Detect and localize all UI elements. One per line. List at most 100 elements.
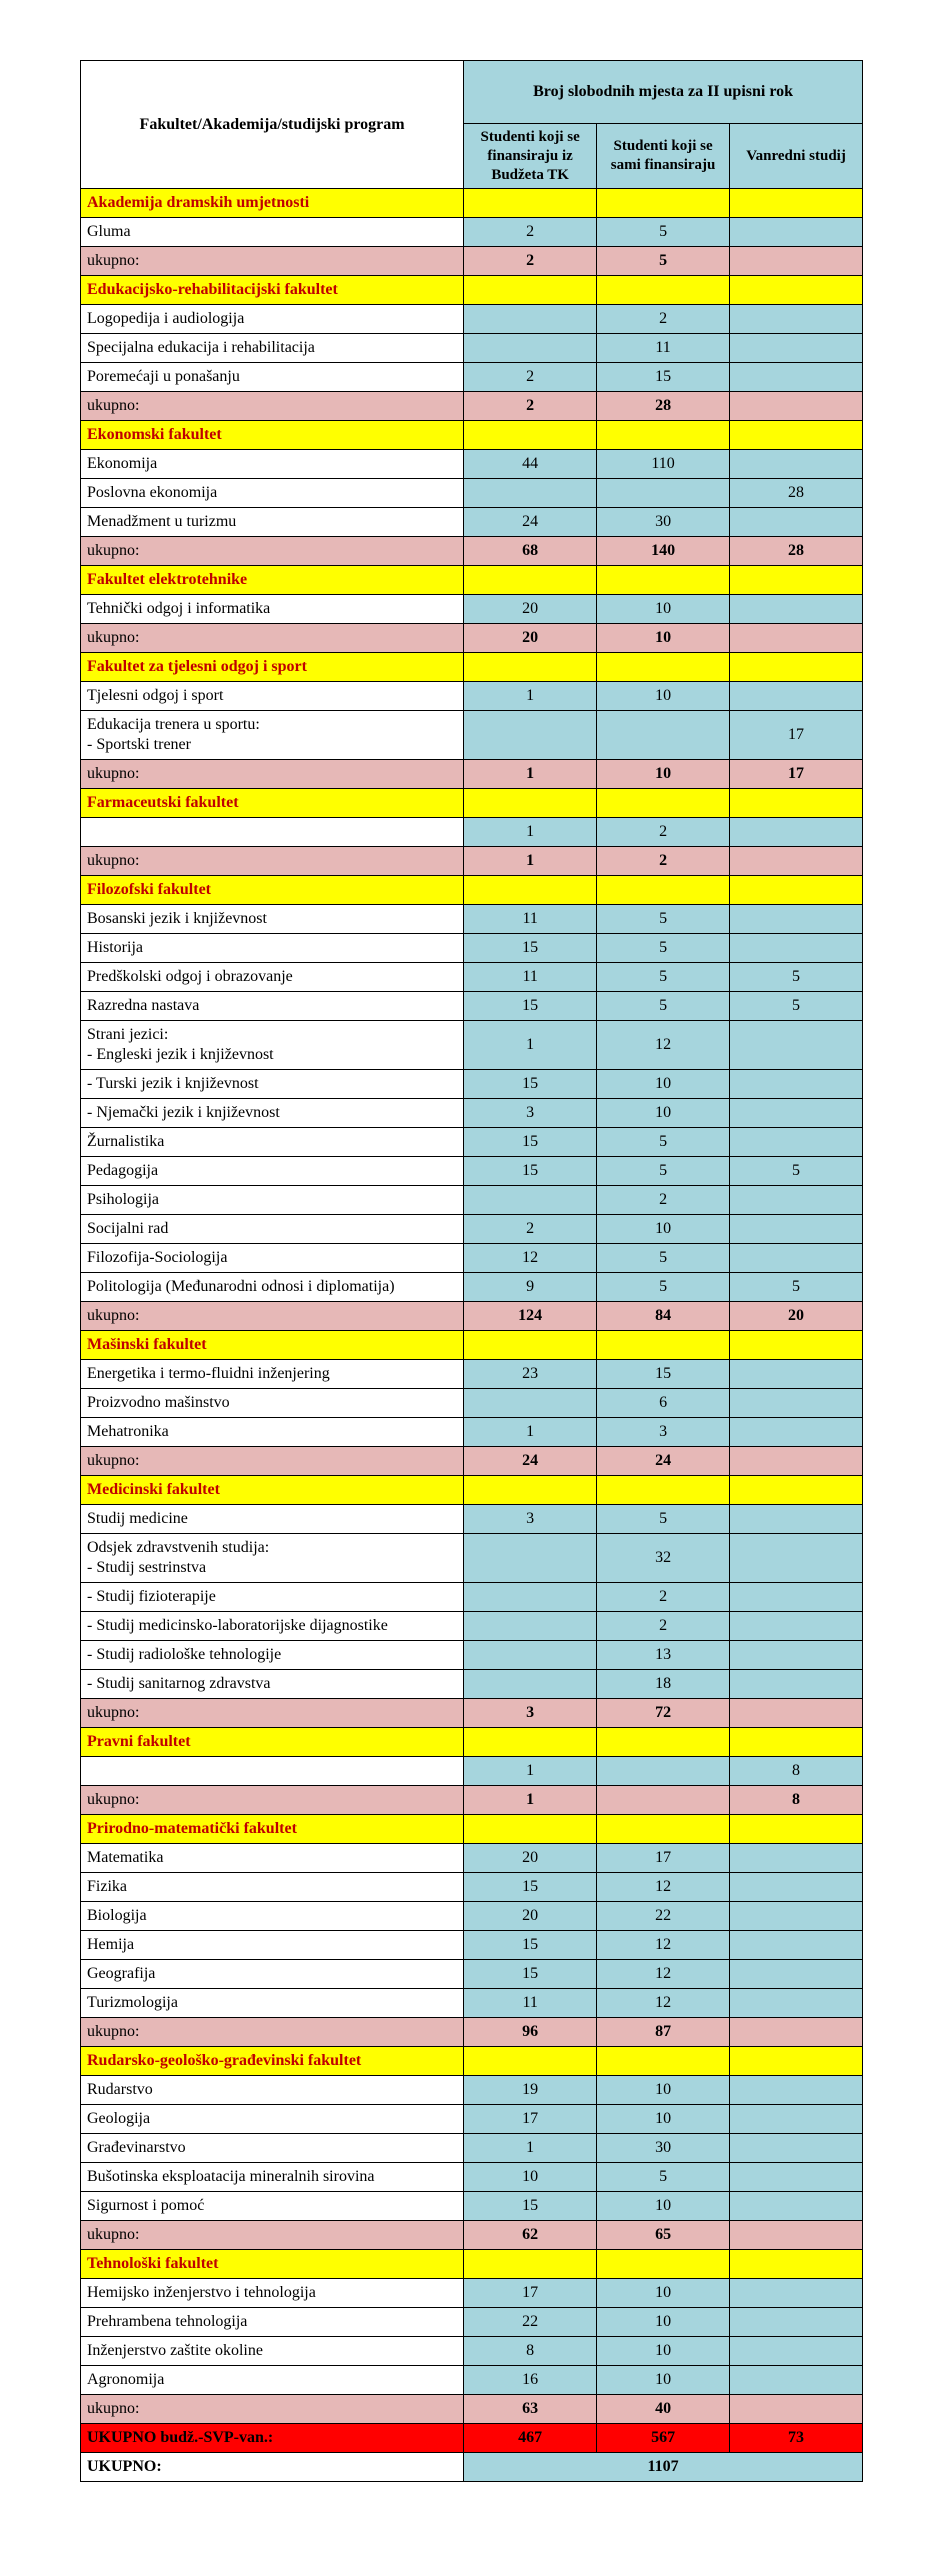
value-self: 10	[597, 2279, 730, 2308]
value-parttime	[730, 2279, 863, 2308]
subtotal-label: ukupno:	[81, 2018, 464, 2047]
program-name: Matematika	[81, 1844, 464, 1873]
faculty-name: Prirodno-matematički fakultet	[81, 1815, 464, 1844]
value-self: 10	[597, 2337, 730, 2366]
value-budget: 1	[464, 2134, 597, 2163]
faculty-blank	[464, 653, 597, 682]
value-parttime	[730, 218, 863, 247]
value-budget: 1	[464, 1757, 597, 1786]
program-name: Logopedija i audiologija	[81, 305, 464, 334]
value-parttime	[730, 934, 863, 963]
value-self	[597, 1757, 730, 1786]
faculty-blank	[464, 1728, 597, 1757]
subtotal-parttime	[730, 847, 863, 876]
faculty-blank	[597, 2047, 730, 2076]
faculty-blank	[730, 876, 863, 905]
subtotal-parttime	[730, 2221, 863, 2250]
program-name: - Studij fizioterapije	[81, 1583, 464, 1612]
faculty-blank	[730, 789, 863, 818]
subtotal-budget: 96	[464, 2018, 597, 2047]
value-self	[597, 711, 730, 760]
subtotal-self: 140	[597, 537, 730, 566]
value-self: 12	[597, 1873, 730, 1902]
value-budget: 22	[464, 2308, 597, 2337]
program-name: Tjelesni odgoj i sport	[81, 682, 464, 711]
grand-red-parttime: 73	[730, 2424, 863, 2453]
value-self: 10	[597, 595, 730, 624]
program-name: Geografija	[81, 1960, 464, 1989]
program-name	[81, 1757, 464, 1786]
program-name: Rudarstvo	[81, 2076, 464, 2105]
subtotal-parttime	[730, 2395, 863, 2424]
value-parttime	[730, 2105, 863, 2134]
faculty-blank	[597, 1815, 730, 1844]
value-budget: 10	[464, 2163, 597, 2192]
subtotal-budget: 68	[464, 537, 597, 566]
faculty-blank	[597, 789, 730, 818]
value-self: 15	[597, 1360, 730, 1389]
program-name: Biologija	[81, 1902, 464, 1931]
subtotal-budget: 1	[464, 760, 597, 789]
value-self: 110	[597, 450, 730, 479]
value-parttime	[730, 2308, 863, 2337]
value-parttime: 8	[730, 1757, 863, 1786]
subtotal-label: ukupno:	[81, 537, 464, 566]
value-budget	[464, 1534, 597, 1583]
value-budget: 11	[464, 1989, 597, 2018]
subtotal-self: 28	[597, 392, 730, 421]
value-budget: 1	[464, 1418, 597, 1447]
faculty-blank	[730, 1815, 863, 1844]
value-parttime	[730, 2192, 863, 2221]
program-name: Ekonomija	[81, 450, 464, 479]
value-parttime	[730, 363, 863, 392]
value-parttime: 28	[730, 479, 863, 508]
subtotal-label: ukupno:	[81, 2395, 464, 2424]
value-self: 10	[597, 2076, 730, 2105]
value-self: 15	[597, 363, 730, 392]
program-name: Psihologija	[81, 1186, 464, 1215]
value-parttime	[730, 1534, 863, 1583]
value-parttime	[730, 1612, 863, 1641]
value-budget: 9	[464, 1273, 597, 1302]
value-self: 5	[597, 992, 730, 1021]
subtotal-self: 65	[597, 2221, 730, 2250]
value-self: 12	[597, 1960, 730, 1989]
faculty-blank	[464, 789, 597, 818]
subtotal-label: ukupno:	[81, 2221, 464, 2250]
value-self: 22	[597, 1902, 730, 1931]
value-self: 5	[597, 1273, 730, 1302]
value-budget: 2	[464, 218, 597, 247]
program-name: - Studij radiološke tehnologije	[81, 1641, 464, 1670]
subtotal-self	[597, 1786, 730, 1815]
subtotal-budget: 2	[464, 247, 597, 276]
faculty-blank	[464, 876, 597, 905]
program-name: Hemijsko inženjerstvo i tehnologija	[81, 2279, 464, 2308]
value-budget: 11	[464, 963, 597, 992]
value-budget	[464, 1186, 597, 1215]
value-self: 10	[597, 1099, 730, 1128]
program-name: Sigurnost i pomoć	[81, 2192, 464, 2221]
value-parttime: 5	[730, 963, 863, 992]
faculty-name: Pravni fakultet	[81, 1728, 464, 1757]
subtotal-parttime	[730, 1699, 863, 1728]
faculty-blank	[730, 1331, 863, 1360]
value-budget	[464, 1641, 597, 1670]
value-budget: 3	[464, 1099, 597, 1128]
grand-red-label: UKUPNO budž.-SVP-van.:	[81, 2424, 464, 2453]
faculty-name: Filozofski fakultet	[81, 876, 464, 905]
value-budget: 44	[464, 450, 597, 479]
grand-red-budget: 467	[464, 2424, 597, 2453]
value-parttime	[730, 1670, 863, 1699]
value-parttime: 5	[730, 1157, 863, 1186]
faculty-blank	[597, 421, 730, 450]
subtotal-self: 2	[597, 847, 730, 876]
value-budget: 1	[464, 1021, 597, 1070]
value-budget: 8	[464, 2337, 597, 2366]
faculty-name: Tehnološki fakultet	[81, 2250, 464, 2279]
program-name: Poslovna ekonomija	[81, 479, 464, 508]
grand-red-self: 567	[597, 2424, 730, 2453]
program-name: Bosanski jezik i književnost	[81, 905, 464, 934]
faculty-blank	[597, 876, 730, 905]
subtotal-self: 10	[597, 624, 730, 653]
value-parttime	[730, 1389, 863, 1418]
